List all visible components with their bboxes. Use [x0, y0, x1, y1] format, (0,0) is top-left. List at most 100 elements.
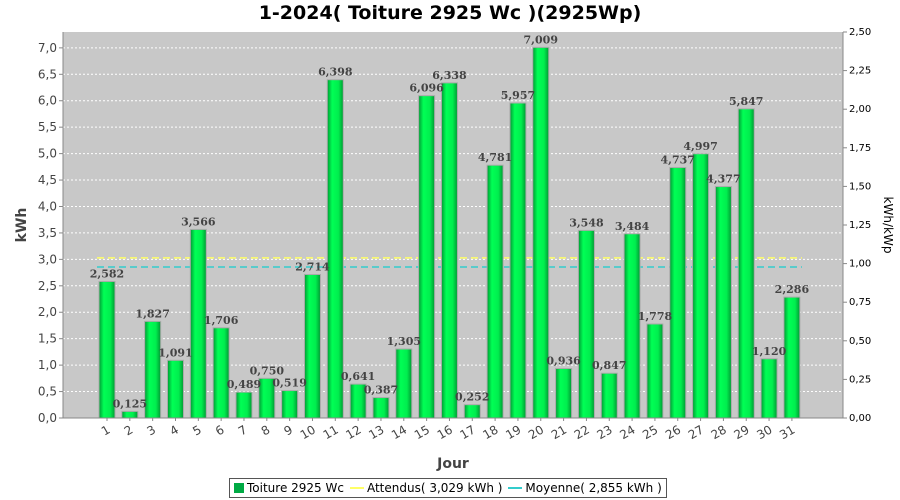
- bar-value-label: 4,997: [683, 140, 717, 153]
- y-axis-label: kWh: [14, 208, 30, 243]
- x-tick-label: 4: [167, 422, 181, 438]
- y-right-tick-label: 0,25: [849, 374, 871, 385]
- bar-value-label: 0,125: [113, 397, 147, 410]
- x-tick-label: 30: [754, 422, 774, 442]
- bar: [463, 404, 481, 419]
- bar: [395, 348, 413, 419]
- y-right-tick-label: 1,25: [849, 220, 871, 231]
- y-right-tick-label: 2,00: [849, 104, 871, 115]
- bar: [646, 323, 664, 419]
- x-tick-label: 13: [366, 422, 386, 442]
- y-right-tick-label: 2,50: [849, 27, 871, 38]
- bar-value-label: 0,750: [250, 364, 285, 377]
- y-right-tick-label: 1,00: [849, 259, 871, 270]
- bar-value-label: 6,096: [409, 82, 444, 95]
- bar-value-label: 0,489: [227, 378, 261, 391]
- x-tick-label: 5: [190, 422, 204, 438]
- x-tick-label: 16: [435, 422, 455, 442]
- bar-value-label: 2,582: [90, 267, 124, 280]
- bar: [600, 372, 618, 419]
- bar: [737, 108, 755, 419]
- bar-value-label: 0,847: [592, 359, 626, 372]
- y-tick-label: 7,0: [38, 41, 57, 55]
- bar-value-label: 4,781: [478, 151, 512, 164]
- bar: [555, 368, 573, 419]
- x-tick-label: 23: [595, 422, 615, 442]
- bar-value-label: 5,957: [501, 89, 535, 102]
- x-tick-label: 22: [572, 422, 592, 442]
- bar-value-label: 0,936: [546, 355, 581, 368]
- x-tick-label: 11: [321, 422, 341, 442]
- bar: [303, 273, 321, 419]
- y-tick-label: 0,5: [38, 385, 57, 399]
- x-tick-label: 6: [213, 422, 227, 438]
- bar: [166, 359, 184, 419]
- x-axis-label: Jour: [436, 456, 469, 472]
- bar: [760, 358, 778, 419]
- bar-value-label: 4,377: [706, 173, 740, 186]
- x-tick-label: 3: [145, 422, 159, 438]
- bar-value-label: 1,305: [387, 335, 421, 348]
- x-tick-label: 19: [503, 422, 523, 442]
- y-right-tick-label: 2,25: [849, 66, 871, 77]
- legend: Toiture 2925 Wc Attendus( 3,029 kWh ) Mo…: [229, 478, 667, 498]
- bar: [372, 397, 390, 419]
- bar-value-label: 1,778: [638, 310, 673, 323]
- bar: [669, 167, 687, 419]
- x-tick-label: 21: [549, 422, 569, 442]
- y-tick-label: 4,5: [38, 173, 57, 187]
- bars: [98, 46, 801, 419]
- y-right-tick-label: 0,75: [849, 297, 871, 308]
- x-tick-label: 2: [122, 422, 136, 438]
- x-tick-label: 28: [709, 422, 729, 442]
- legend-item-production: Toiture 2925 Wc: [234, 481, 344, 495]
- y-right-tick-label: 1,50: [849, 181, 871, 192]
- x-tick-label: 29: [732, 422, 752, 442]
- y-right-tick-label: 1,75: [849, 143, 871, 154]
- legend-label-expected: Attendus( 3,029 kWh ): [366, 481, 503, 495]
- x-tick-label: 10: [298, 422, 318, 442]
- bar: [783, 296, 801, 419]
- y-tick-label: 3,0: [38, 252, 57, 266]
- bar-value-label: 6,338: [432, 69, 467, 82]
- x-axis: 1 2 3 4 5 6 7 8 9 10 11 12 13 14 15 16 17 18 19 20 21 22 23 24 2…: [63, 417, 843, 442]
- x-tick-label: 18: [480, 422, 500, 442]
- y-tick-label: 2,0: [38, 305, 57, 319]
- bar-value-label: 2,714: [295, 260, 330, 273]
- y-right-tick-label: 0,00: [849, 413, 871, 424]
- bar: [714, 186, 732, 419]
- legend-swatch-average: [508, 487, 523, 489]
- bar-value-label: 1,706: [204, 314, 239, 327]
- legend-item-expected: Attendus( 3,029 kWh ): [349, 481, 503, 495]
- bar-value-label: 1,827: [135, 307, 169, 320]
- bar-value-label: 0,641: [341, 370, 375, 383]
- x-tick-label: 14: [389, 422, 409, 442]
- bar-value-label: 0,252: [455, 391, 489, 404]
- legend-label-average: Moyenne( 2,855 kWh ): [525, 481, 662, 495]
- x-tick-label: 7: [236, 422, 250, 438]
- x-tick-label: 24: [617, 422, 637, 442]
- bar: [235, 391, 253, 419]
- bar: [623, 233, 641, 419]
- bar: [692, 153, 710, 419]
- bar: [212, 327, 230, 419]
- x-tick-label: 20: [526, 422, 546, 442]
- legend-swatch-production: [234, 483, 244, 493]
- y-tick-label: 1,5: [38, 332, 57, 346]
- bar-value-label: 1,120: [752, 345, 787, 358]
- y-tick-label: 5,5: [38, 120, 57, 134]
- bar-value-label: 1,091: [158, 346, 192, 359]
- bar-value-label: 5,847: [729, 95, 763, 108]
- bar-value-label: 3,548: [569, 216, 604, 229]
- legend-item-average: Moyenne( 2,855 kWh ): [508, 481, 662, 495]
- x-tick-label: 27: [686, 422, 706, 442]
- bar: [486, 164, 504, 419]
- bar: [281, 390, 299, 419]
- bar-value-label: 3,566: [181, 215, 216, 228]
- bar-value-label: 2,286: [775, 283, 810, 296]
- y-tick-label: 6,0: [38, 94, 57, 108]
- y-tick-label: 5,0: [38, 147, 57, 161]
- x-tick-label: 1: [99, 422, 113, 438]
- x-tick-label: 17: [458, 422, 478, 442]
